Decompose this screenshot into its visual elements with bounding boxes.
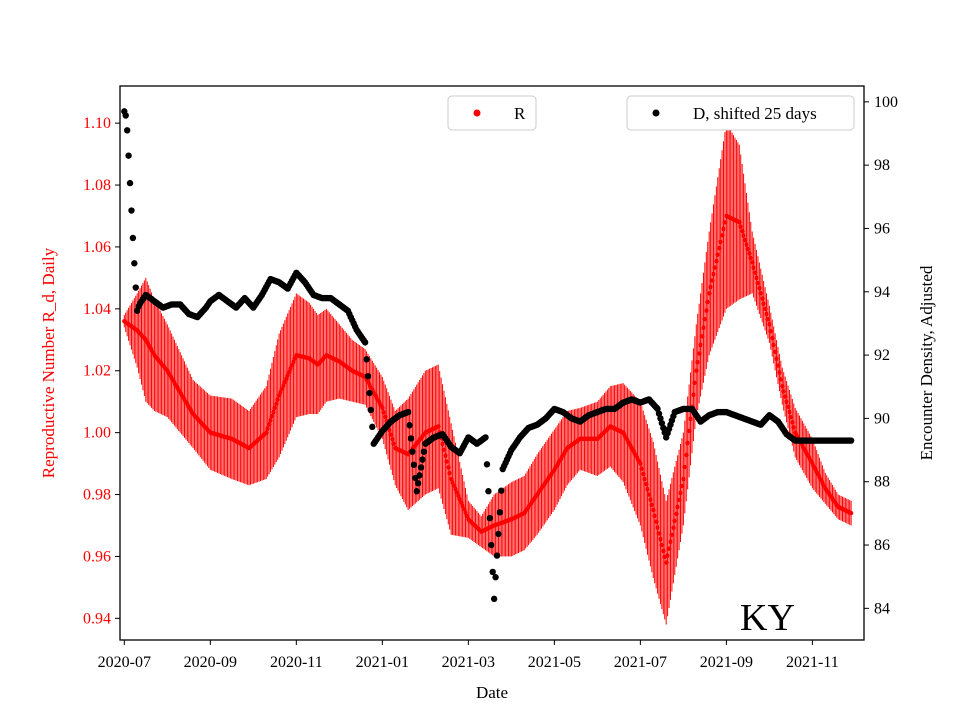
d-point xyxy=(129,234,137,242)
d-point xyxy=(420,448,428,455)
r-series-marks xyxy=(122,123,854,625)
y-right-tick-label: 98 xyxy=(874,157,890,174)
d-point xyxy=(485,488,492,495)
x-tick-label: 2020-09 xyxy=(184,654,237,671)
d-point xyxy=(407,435,415,442)
y-right-tick-label: 94 xyxy=(874,284,890,301)
d-point xyxy=(488,541,495,549)
d-point xyxy=(414,480,422,487)
d-point xyxy=(406,422,413,429)
legend-r-box xyxy=(447,95,537,131)
d-point xyxy=(132,284,139,291)
legend-r: R xyxy=(447,95,537,131)
d-point xyxy=(364,372,372,380)
d-point xyxy=(416,472,423,479)
d-point xyxy=(131,260,138,267)
d-point xyxy=(490,595,498,603)
x-tick-label: 2020-07 xyxy=(98,654,151,671)
d-point xyxy=(123,127,131,134)
state-annotation: KY xyxy=(740,597,795,639)
y-left-tick-label: 1.06 xyxy=(83,239,111,256)
d-point xyxy=(496,509,504,516)
y-axis-right: 84 86 88 90 92 94 96 98 100 xyxy=(864,94,898,617)
y-left-tick-label: 1.08 xyxy=(83,177,111,194)
d-point xyxy=(492,574,499,581)
d-point xyxy=(847,437,855,444)
x-tick-label: 2021-07 xyxy=(614,654,667,671)
y-right-tick-label: 100 xyxy=(874,94,898,111)
legend-d-label: D, shifted 25 days xyxy=(693,104,817,123)
y-right-tick-label: 90 xyxy=(874,410,890,427)
d-point xyxy=(128,207,135,214)
d-point xyxy=(482,434,489,441)
d-point xyxy=(409,448,416,455)
x-tick-label: 2021-01 xyxy=(356,654,409,671)
d-point xyxy=(410,461,418,469)
y-left-tick-label: 1.04 xyxy=(83,301,111,318)
x-tick-label: 2021-11 xyxy=(786,654,839,671)
d-point xyxy=(125,152,132,159)
r-point xyxy=(848,510,854,516)
legend-r-label: R xyxy=(514,104,526,123)
y-axis-left: 0.94 0.96 0.98 1.00 1.02 1.04 1.06 1.08 1.10 xyxy=(83,115,120,627)
d-point xyxy=(419,456,426,463)
y-left-tick-label: 0.94 xyxy=(83,610,111,627)
x-axis: 2020-07 2020-09 2020-11 2021-01 2021-03 2021-… xyxy=(98,640,839,671)
y-right-axis-label: Encounter Density, Adjusted xyxy=(917,265,936,460)
x-tick-label: 2021-09 xyxy=(700,654,753,671)
plot-frame xyxy=(119,85,865,641)
d-point xyxy=(498,487,505,494)
y-right-tick-label: 84 xyxy=(874,600,890,617)
x-axis-label: Date xyxy=(476,683,508,702)
legend-r-marker xyxy=(473,109,481,117)
y-left-tick-label: 0.98 xyxy=(83,487,111,504)
y-left-tick-label: 1.02 xyxy=(83,363,111,380)
y-left-tick-label: 1.00 xyxy=(83,425,111,442)
y-right-tick-label: 92 xyxy=(874,347,890,364)
d-series-marks xyxy=(121,108,855,603)
d-point xyxy=(413,488,420,495)
d-point xyxy=(495,530,502,538)
d-point xyxy=(483,461,491,468)
d-point xyxy=(404,408,412,416)
d-point xyxy=(126,179,134,187)
d-point xyxy=(366,389,373,397)
d-point xyxy=(367,406,375,414)
legend-d: D, shifted 25 days xyxy=(626,95,855,131)
x-tick-label: 2021-03 xyxy=(442,654,495,671)
legend-d-marker xyxy=(652,109,660,117)
x-tick-label: 2020-11 xyxy=(270,654,323,671)
d-point xyxy=(493,552,501,559)
y-left-axis-label: Reproductive Number R_d, Daily xyxy=(39,247,58,478)
d-point xyxy=(486,514,494,522)
d-point xyxy=(369,423,376,431)
d-point xyxy=(417,464,425,471)
d-point xyxy=(361,339,369,346)
legend-d-box xyxy=(626,95,855,131)
y-right-tick-label: 88 xyxy=(874,474,890,491)
d-point xyxy=(363,356,370,363)
x-tick-label: 2021-05 xyxy=(528,654,581,671)
y-left-tick-label: 1.10 xyxy=(83,115,111,132)
d-point xyxy=(489,568,496,576)
d-point xyxy=(122,112,129,119)
y-left-tick-label: 0.96 xyxy=(83,548,111,565)
y-right-tick-label: 86 xyxy=(874,537,890,554)
y-right-tick-label: 96 xyxy=(874,220,890,237)
